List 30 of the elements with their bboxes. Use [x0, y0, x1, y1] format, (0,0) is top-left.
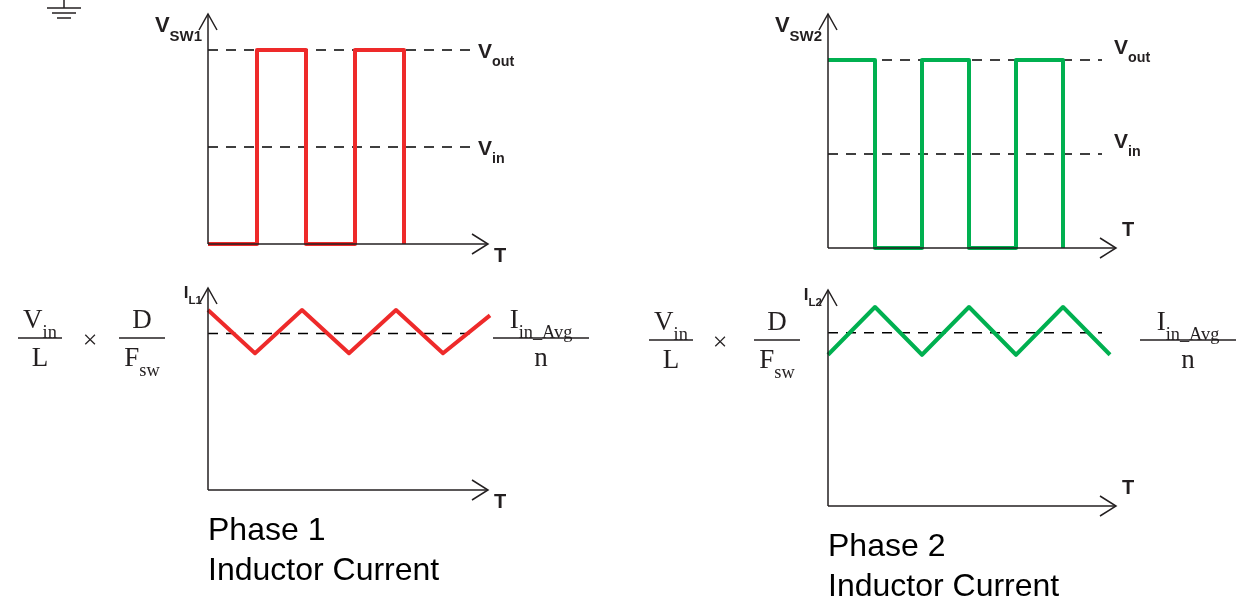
ref-line-label: V$_{in}$	[478, 136, 505, 166]
text: V$_{in}$	[654, 306, 688, 344]
y-axis-title: V$_{SW2}$	[774, 12, 822, 44]
y-axis-title: I$_{L1}$	[183, 283, 203, 306]
text: L	[662, 344, 680, 374]
y-axis-title: V$_{SW1}$	[154, 12, 202, 44]
text: D	[132, 304, 152, 334]
text: F$_{sw}$	[124, 342, 161, 380]
text: F$_{sw}$	[759, 344, 796, 382]
text: I$_{in_Avg}$	[1156, 306, 1220, 344]
text: Phase 1	[208, 511, 326, 547]
x-axis-title: T	[494, 490, 507, 512]
text: Inductor Current	[828, 567, 1060, 601]
x-axis-title: T	[494, 244, 507, 266]
text: L	[31, 342, 49, 372]
ref-line-label: V$_{out}$	[478, 39, 515, 69]
text: Phase 2	[828, 527, 946, 563]
x-axis-title: T	[1122, 218, 1135, 240]
text: D	[767, 306, 787, 336]
text: n	[534, 342, 549, 372]
text: I$_{in_Avg}$	[509, 304, 573, 342]
ref-line-label: V$_{out}$	[1114, 35, 1151, 65]
x-axis-title: T	[1122, 476, 1135, 498]
text: n	[1181, 344, 1196, 374]
text: Inductor Current	[208, 551, 440, 587]
y-axis-title: I$_{L2}$	[803, 285, 822, 308]
ref-line-label: V$_{in}$	[1114, 129, 1141, 159]
text: V$_{in}$	[23, 304, 57, 342]
text: ×	[82, 325, 98, 354]
text: ×	[712, 327, 728, 356]
